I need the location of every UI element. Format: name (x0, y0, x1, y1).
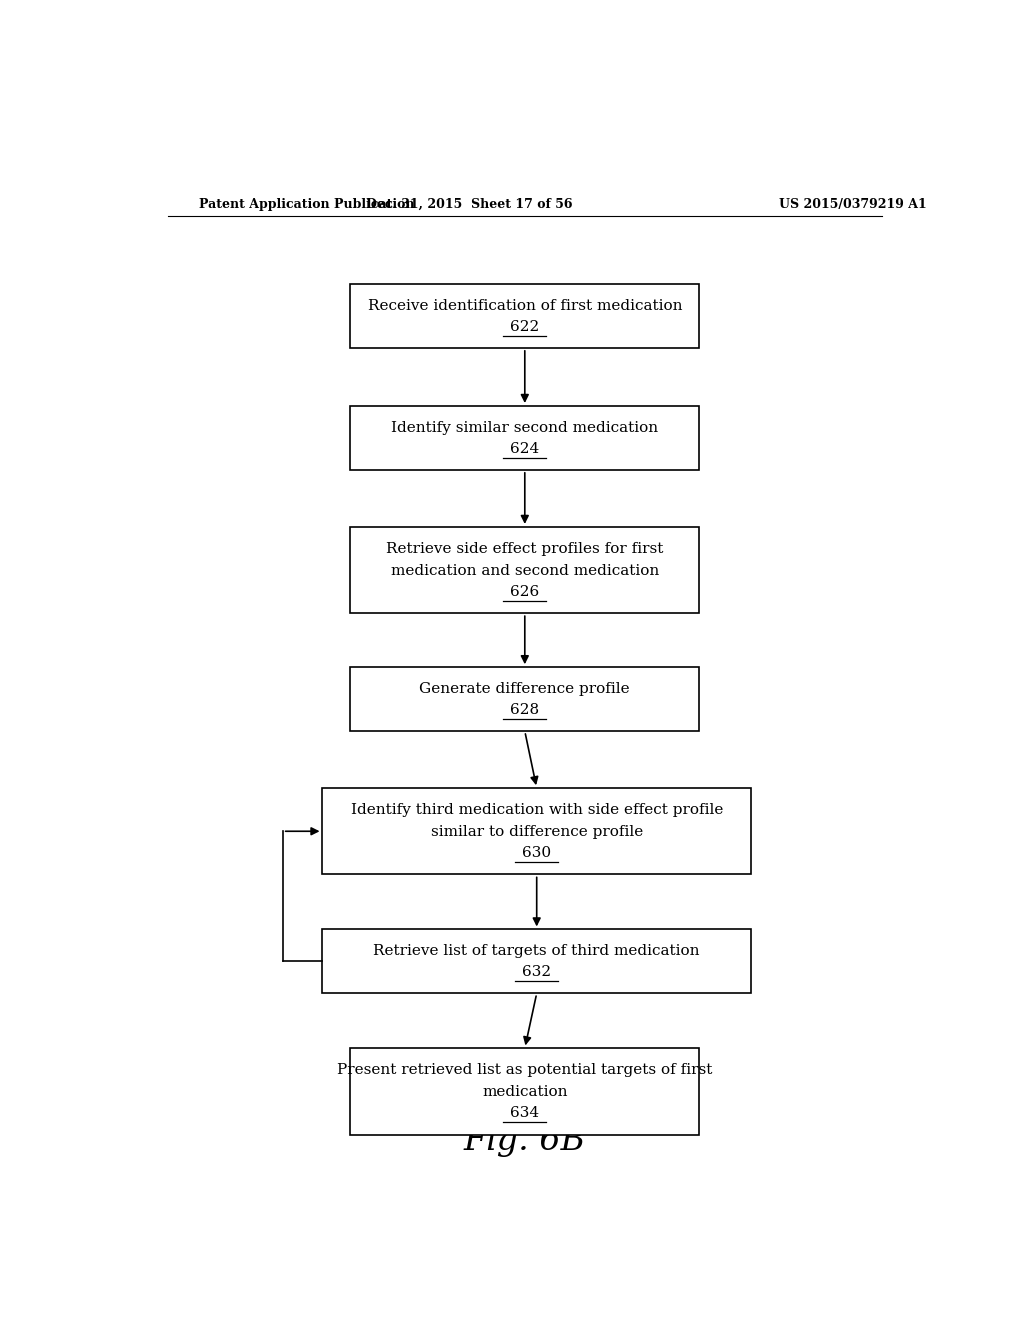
Text: Fig. 6B: Fig. 6B (464, 1125, 586, 1158)
Text: 624: 624 (510, 442, 540, 455)
Text: 628: 628 (510, 702, 540, 717)
Text: 634: 634 (510, 1106, 540, 1121)
Text: Retrieve list of targets of third medication: Retrieve list of targets of third medica… (374, 944, 700, 958)
FancyBboxPatch shape (350, 667, 699, 731)
FancyBboxPatch shape (323, 929, 751, 994)
Text: 630: 630 (522, 846, 551, 861)
Text: Dec. 31, 2015  Sheet 17 of 56: Dec. 31, 2015 Sheet 17 of 56 (366, 198, 572, 211)
Text: Identify similar second medication: Identify similar second medication (391, 421, 658, 434)
FancyBboxPatch shape (350, 405, 699, 470)
FancyBboxPatch shape (350, 1048, 699, 1135)
FancyBboxPatch shape (350, 527, 699, 614)
Text: 626: 626 (510, 585, 540, 599)
Text: similar to difference profile: similar to difference profile (430, 825, 643, 840)
Text: Patent Application Publication: Patent Application Publication (200, 198, 415, 211)
FancyBboxPatch shape (350, 284, 699, 348)
Text: medication and second medication: medication and second medication (391, 564, 658, 578)
Text: medication: medication (482, 1085, 567, 1100)
Text: Generate difference profile: Generate difference profile (420, 682, 630, 696)
Text: 632: 632 (522, 965, 551, 979)
Text: Present retrieved list as potential targets of first: Present retrieved list as potential targ… (337, 1063, 713, 1077)
Text: Retrieve side effect profiles for first: Retrieve side effect profiles for first (386, 541, 664, 556)
Text: 622: 622 (510, 319, 540, 334)
Text: US 2015/0379219 A1: US 2015/0379219 A1 (778, 198, 927, 211)
FancyBboxPatch shape (323, 788, 751, 874)
Text: Identify third medication with side effect profile: Identify third medication with side effe… (350, 803, 723, 817)
Text: Receive identification of first medication: Receive identification of first medicati… (368, 298, 682, 313)
